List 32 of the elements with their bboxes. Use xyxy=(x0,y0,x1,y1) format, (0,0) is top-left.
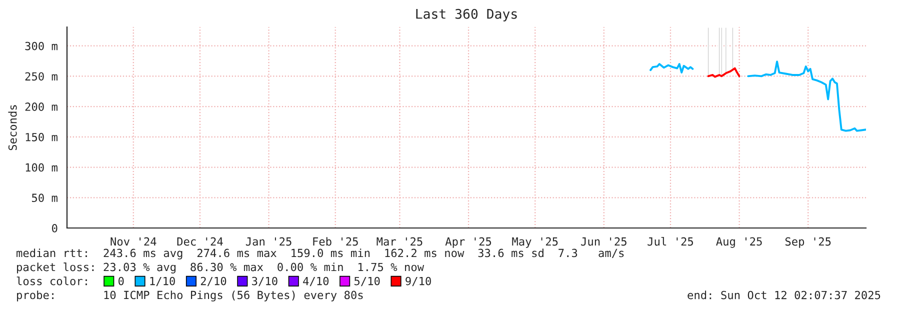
text: median rtt: 243.6 ms avg 274.6 ms max 159.0 ms min 162.2 ms now 33.6 ms sd 7.3 am/s xyxy=(16,248,624,260)
legend-title: loss color: xyxy=(16,276,87,286)
legend-label: 2/10 xyxy=(200,276,226,286)
x-tick-label: Aug '25 xyxy=(716,237,762,248)
x-tick-label: Feb '25 xyxy=(313,237,358,246)
text: end: Sun Oct 12 02:07:37 2025 xyxy=(688,290,880,300)
x-tick-label: Jan '25 xyxy=(246,237,292,246)
x-tick-label: May '25 xyxy=(512,237,558,248)
y-tick-label: 250 m xyxy=(25,72,58,81)
y-tick-label: 100 m xyxy=(26,163,58,172)
legend-label: 5/10 xyxy=(354,276,380,286)
x-tick-label: Apr '25 xyxy=(445,237,492,248)
legend-label: 4/10 xyxy=(303,276,329,286)
y-tick-label: 150 m xyxy=(26,132,58,142)
y-tick-label: 300 m xyxy=(25,42,58,50)
x-tick-label: Jun '25 xyxy=(581,237,626,246)
y-tick-label: 50 m xyxy=(32,194,58,202)
text: packet loss: 23.03 % avg 86.30 % max 0.00 % min 1.75 % now xyxy=(17,262,424,274)
x-tick-label: Jul '25 xyxy=(648,237,694,246)
legend-label: 0 xyxy=(118,276,124,286)
legend-label: 1/10 xyxy=(150,276,175,286)
x-tick-label: Nov '24 xyxy=(110,237,156,246)
y-axis-title: Seconds xyxy=(8,105,17,150)
x-tick-label: Mar '25 xyxy=(376,237,422,246)
text: probe: 10 ICMP Echo Pings (56 Bytes) every 80s xyxy=(17,290,363,302)
legend-label: 9/10 xyxy=(406,276,431,286)
chart-title: Last 360 Days xyxy=(416,8,517,22)
x-tick-label: Sep '25 xyxy=(785,237,831,248)
x-tick-label: Dec '24 xyxy=(177,237,223,246)
y-tick-label: 0 xyxy=(52,224,58,232)
legend-label: 3/10 xyxy=(252,276,278,286)
y-tick-label: 200 m xyxy=(25,102,58,111)
